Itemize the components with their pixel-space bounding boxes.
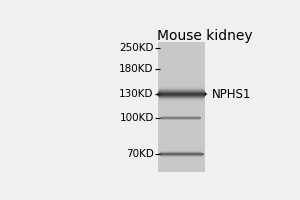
Bar [160,152,202,153]
Bar [158,42,205,172]
Bar [160,100,204,101]
Bar [160,86,204,87]
Bar [158,91,205,92]
Text: NPHS1: NPHS1 [212,88,251,101]
Bar [161,150,201,151]
Bar [158,92,206,93]
Text: 70KD: 70KD [126,149,154,159]
Bar [159,98,204,99]
Text: 100KD: 100KD [119,113,154,123]
Bar [159,89,204,90]
Bar [159,97,205,98]
Bar [158,96,206,97]
Bar [160,87,204,88]
Bar [160,151,202,152]
Text: 130KD: 130KD [119,89,154,99]
Text: Mouse kidney: Mouse kidney [157,29,253,43]
Bar [159,99,204,100]
Bar [157,95,206,96]
Bar [158,154,204,155]
Bar [160,101,204,102]
Bar [160,156,202,157]
Bar [157,93,206,94]
Bar [161,157,201,158]
Bar [160,155,203,156]
Text: 250KD: 250KD [119,43,154,53]
Bar [159,88,204,89]
Bar [159,153,203,154]
Bar [157,94,206,95]
Bar [159,90,205,91]
Text: 180KD: 180KD [119,64,154,74]
